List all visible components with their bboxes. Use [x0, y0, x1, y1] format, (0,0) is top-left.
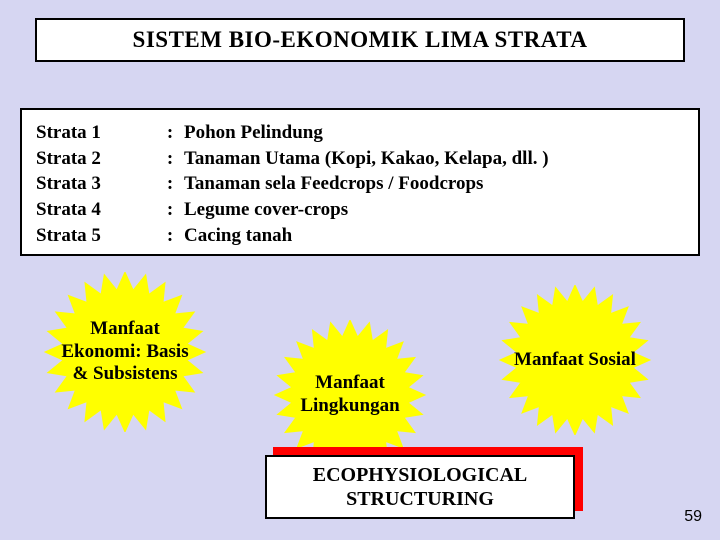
eco-box-text: ECOPHYSIOLOGICAL STRUCTURING	[313, 463, 527, 511]
strata-value: Tanaman Utama (Kopi, Kakao, Kelapa, dll.…	[184, 146, 684, 172]
burst-label: Manfaat Ekonomi: Basis & Subsistens	[25, 272, 225, 432]
strata-row: Strata 3 : Tanaman sela Feedcrops / Food…	[36, 171, 684, 197]
title-text: SISTEM BIO-EKONOMIK LIMA STRATA	[133, 27, 588, 53]
strata-label: Strata 3	[36, 171, 156, 197]
burst-ekonomi: Manfaat Ekonomi: Basis & Subsistens	[25, 272, 225, 432]
strata-colon: :	[156, 146, 184, 172]
burst-lingkungan: Manfaat Lingkungan	[250, 320, 450, 470]
strata-row: Strata 2 : Tanaman Utama (Kopi, Kakao, K…	[36, 146, 684, 172]
strata-value: Legume cover-crops	[184, 197, 684, 223]
strata-label: Strata 2	[36, 146, 156, 172]
strata-label: Strata 5	[36, 223, 156, 249]
strata-row: Strata 5 : Cacing tanah	[36, 223, 684, 249]
strata-row: Strata 1 : Pohon Pelindung	[36, 120, 684, 146]
title-box: SISTEM BIO-EKONOMIK LIMA STRATA	[35, 18, 685, 62]
strata-value: Pohon Pelindung	[184, 120, 684, 146]
strata-colon: :	[156, 120, 184, 146]
strata-label: Strata 4	[36, 197, 156, 223]
page-number: 59	[684, 508, 702, 526]
burst-label: Manfaat Sosial	[475, 285, 675, 435]
strata-box: Strata 1 : Pohon Pelindung Strata 2 : Ta…	[20, 108, 700, 256]
strata-label: Strata 1	[36, 120, 156, 146]
strata-row: Strata 4 : Legume cover-crops	[36, 197, 684, 223]
strata-value: Cacing tanah	[184, 223, 684, 249]
strata-colon: :	[156, 223, 184, 249]
burst-sosial: Manfaat Sosial	[475, 285, 675, 435]
strata-value: Tanaman sela Feedcrops / Foodcrops	[184, 171, 684, 197]
strata-colon: :	[156, 171, 184, 197]
strata-colon: :	[156, 197, 184, 223]
burst-label: Manfaat Lingkungan	[250, 320, 450, 470]
